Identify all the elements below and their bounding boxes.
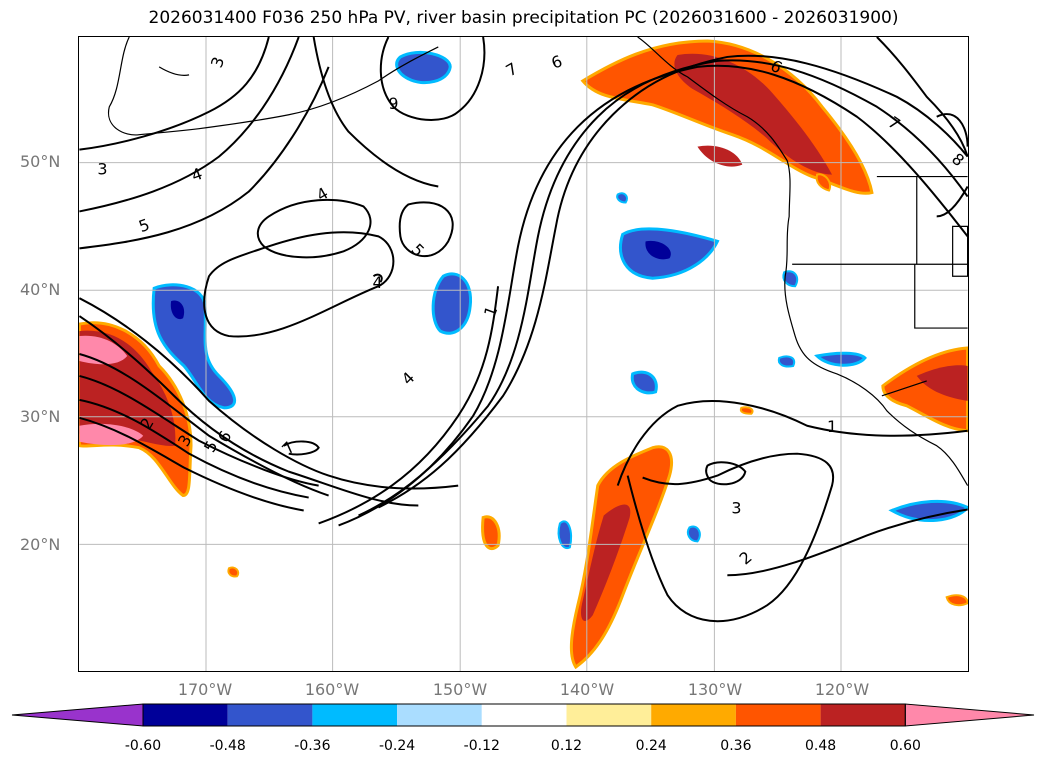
neg-area-north [395, 50, 452, 85]
colorbar-tick-label: 0.48 [805, 738, 837, 754]
colorbar-tick-label: -0.12 [463, 738, 500, 754]
contour-label: 6 [549, 51, 565, 72]
pv-contours [79, 37, 968, 623]
lon-label-150w: 150°W [432, 680, 488, 699]
lat-label-20n: 20°N [20, 535, 61, 554]
colorbar-tick-label: -0.60 [124, 738, 162, 754]
lon-label-130w: 130°W [687, 680, 743, 699]
colorbar-tick-label: -0.48 [209, 738, 246, 754]
colorbar-tick-label: 0.12 [550, 738, 583, 754]
map-panel: 3 3 4 5 4 5 4 1 6 7 9 6 7 8 4 2 3 5 6 7 … [78, 36, 969, 672]
colorbar-segment [312, 704, 398, 726]
graticule [79, 37, 968, 671]
lat-label-40n: 40°N [20, 280, 61, 299]
neg-area-150w [431, 272, 472, 335]
contour-label: 2 [736, 547, 756, 568]
contour-label: 4 [372, 273, 382, 292]
contour-label: 4 [398, 368, 419, 389]
contour-label: 1 [827, 417, 837, 436]
lat-label-30n: 30°N [20, 407, 61, 426]
colorbar-tick-label: -0.24 [378, 738, 416, 754]
colorbar-tick-label: 0.36 [720, 738, 752, 754]
contour-label: 9 [388, 94, 398, 113]
contour-label: 3 [97, 160, 107, 179]
contour-label: 7 [503, 59, 521, 81]
colorbar-tick-label: -0.36 [294, 738, 331, 754]
colorbar [11, 703, 1035, 727]
contour-label: 3 [731, 498, 741, 517]
contour-label: 4 [313, 183, 331, 205]
colorbar-extend-high [904, 703, 1035, 727]
map-title: 2026031400 F036 250 hPa PV, river basin … [148, 8, 899, 28]
colorbar-extend-low [11, 703, 144, 727]
lon-label-160w: 160°W [304, 680, 360, 699]
colorbar-segment [397, 704, 482, 726]
alaska-coast [107, 37, 439, 136]
contour-label: 5 [408, 240, 429, 261]
contour-label: 3 [207, 54, 228, 70]
lon-label-120w: 120°W [814, 680, 870, 699]
colorbar-segment [566, 704, 652, 726]
lat-label-50n: 50°N [20, 152, 61, 171]
lon-label-140w: 140°W [559, 680, 615, 699]
lon-label-170w: 170°W [177, 680, 233, 699]
colorbar-segment [143, 704, 228, 726]
colorbar-segment [735, 704, 821, 726]
coastlines [107, 37, 968, 486]
contour-label: 5 [136, 215, 152, 236]
colorbar-segment [227, 704, 313, 726]
pos-area-south [569, 445, 674, 670]
contour-label: 1 [480, 303, 501, 319]
colorbar-tick-label: 0.60 [889, 738, 921, 754]
colorbar-tick-label: 0.24 [635, 738, 667, 754]
colorbar-segment [820, 704, 906, 726]
contour-label: 8 [948, 149, 968, 170]
colorbar-segment [651, 704, 736, 726]
colorbar-segment [481, 704, 567, 726]
